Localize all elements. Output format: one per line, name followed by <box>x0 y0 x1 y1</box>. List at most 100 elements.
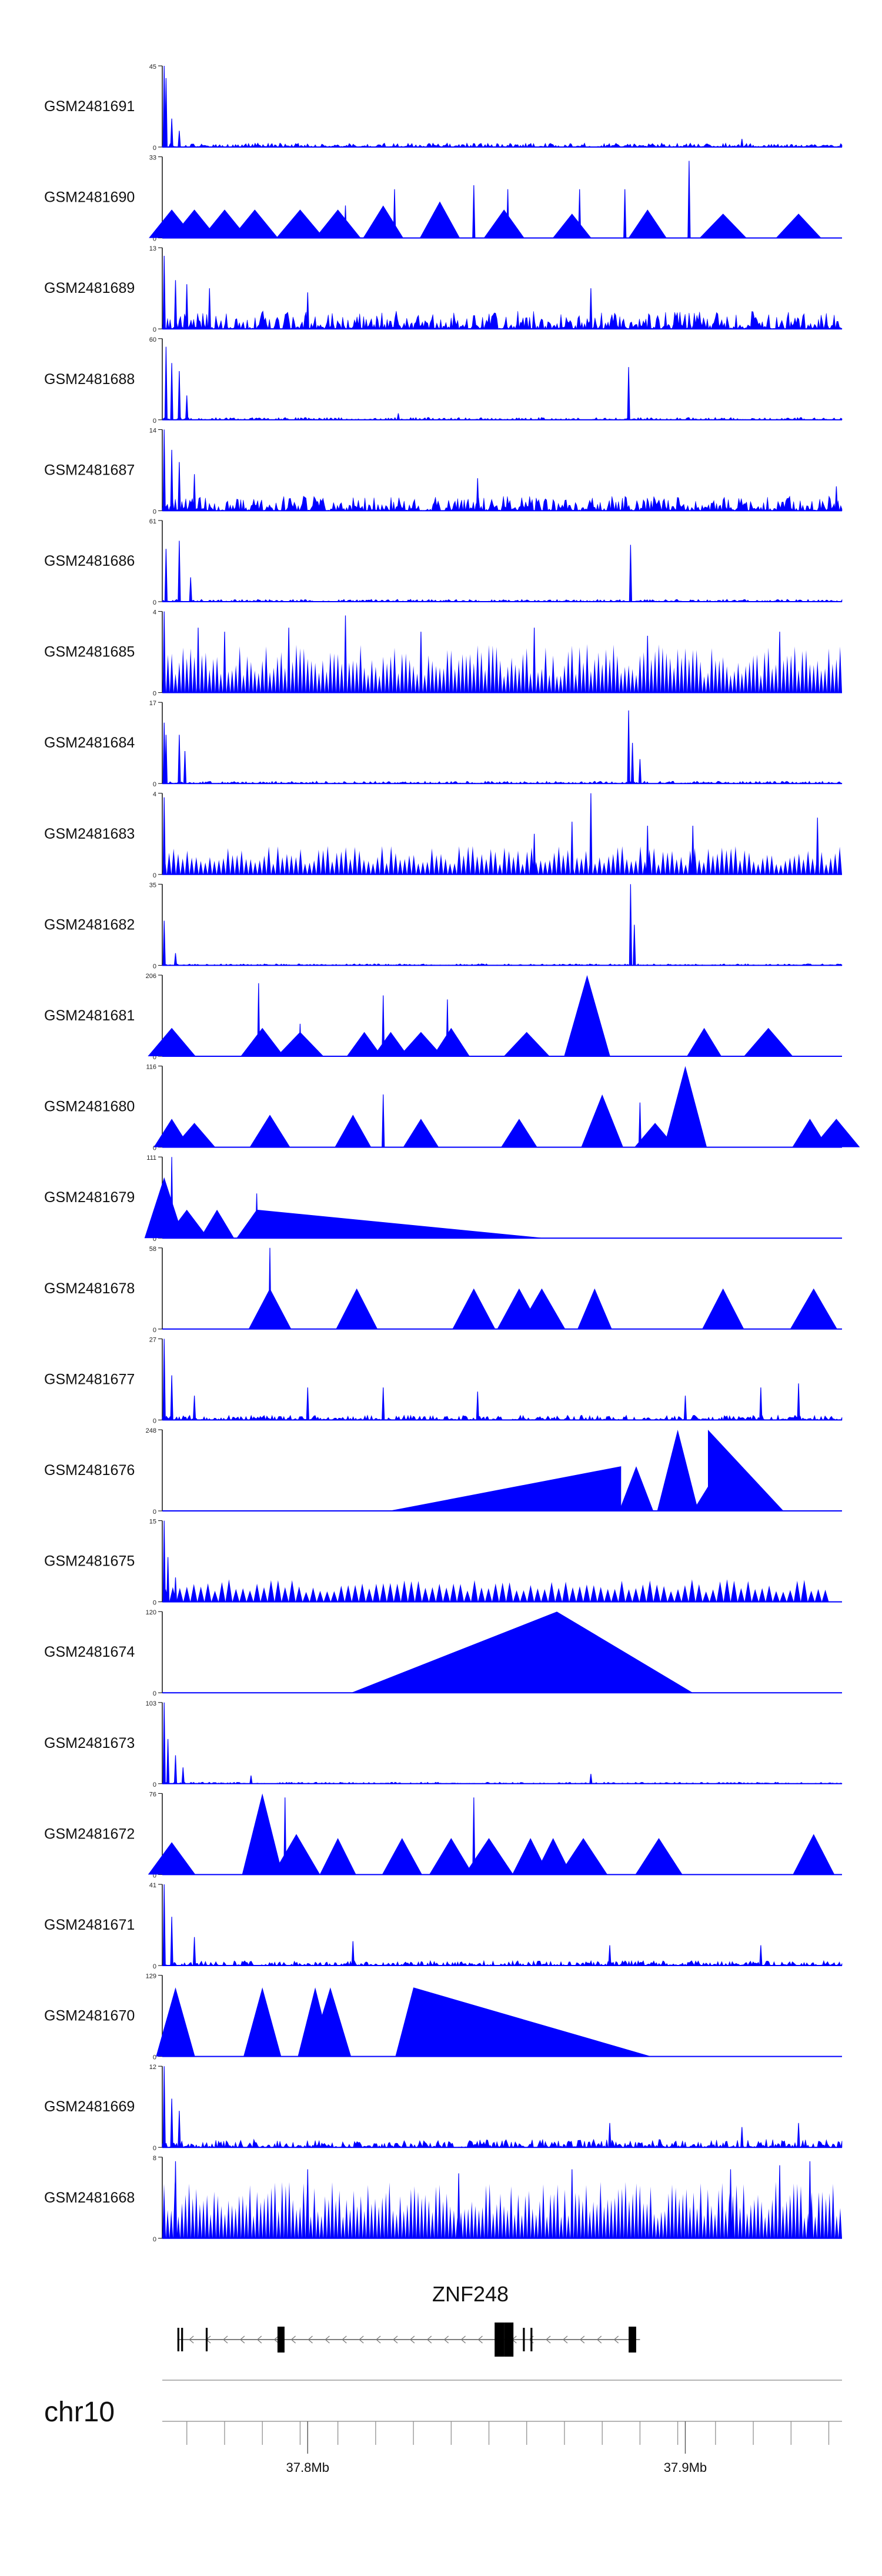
coverage-peak <box>702 1288 744 1329</box>
coverage-spike <box>249 1775 253 1784</box>
coverage-spike <box>170 363 173 421</box>
y-max-label: 76 <box>149 1791 156 1798</box>
strand-arrow <box>342 2335 347 2344</box>
coverage-spike <box>173 953 178 966</box>
coverage-spike <box>162 1702 166 1784</box>
y-max-label: 27 <box>149 1336 156 1343</box>
track: GSM2481677 27 0 <box>44 1336 843 1424</box>
coverage-spike <box>306 292 309 329</box>
coverage-spike <box>162 429 166 511</box>
coverage-spike <box>162 797 166 875</box>
track: GSM2481673 103 0 <box>44 1700 843 1788</box>
track-label: GSM2481679 <box>44 1189 135 1206</box>
coverage-spike <box>178 371 181 421</box>
coverage-spike <box>162 2066 166 2148</box>
y-min-label: 0 <box>153 2145 156 2152</box>
y-max-label: 17 <box>149 700 156 707</box>
coverage-spike <box>164 549 168 602</box>
strand-arrow <box>443 2335 449 2344</box>
strand-arrow <box>477 2335 483 2344</box>
track: GSM2481684 17 0 <box>44 700 843 788</box>
coverage-peak <box>201 209 248 238</box>
track: GSM2481678 58 0 <box>44 1246 842 1334</box>
track-label: GSM2481676 <box>44 1462 135 1479</box>
coverage-spike <box>740 2127 744 2148</box>
track-label: GSM2481688 <box>44 371 135 388</box>
y-min-label: 0 <box>153 418 156 425</box>
coverage-spike <box>192 1937 196 1966</box>
coverage-spike <box>638 1102 642 1148</box>
coverage-peak <box>242 1793 283 1875</box>
y-max-label: 61 <box>149 518 156 525</box>
coverage-spike <box>170 2098 173 2148</box>
coverage-spike <box>306 1387 309 1420</box>
coverage-spike <box>189 577 192 602</box>
track-label: GSM2481682 <box>44 916 135 933</box>
track-label: GSM2481686 <box>44 553 135 569</box>
y-min-label: 0 <box>153 1509 156 1516</box>
strand-arrow <box>393 2335 398 2344</box>
gene-track: ZNF248 <box>177 2282 640 2357</box>
coverage-spike <box>797 2123 800 2148</box>
coverage-spike <box>729 2169 733 2239</box>
coverage-spike <box>627 367 630 421</box>
coverage-area <box>162 1960 843 1967</box>
y-max-label: 103 <box>146 1700 156 1707</box>
y-max-label: 12 <box>149 2064 156 2071</box>
coverage-spike <box>162 1339 166 1420</box>
track-label: GSM2481684 <box>44 735 135 751</box>
coverage-spike <box>166 1739 170 1784</box>
coverage-peak <box>249 1115 290 1147</box>
y-max-label: 35 <box>149 882 156 889</box>
coverage-spike <box>185 284 189 329</box>
coverage-peak <box>699 213 747 238</box>
coverage-spike <box>351 1941 355 1966</box>
y-min-label: 0 <box>153 1054 156 1061</box>
coverage-peak <box>813 1119 860 1147</box>
coverage-peak <box>483 209 524 238</box>
strand-arrow <box>325 2335 330 2344</box>
track-label: GSM2481669 <box>44 2098 135 2115</box>
track-label: GSM2481681 <box>44 1007 135 1024</box>
track-label: GSM2481685 <box>44 644 135 660</box>
y-max-label: 14 <box>149 427 156 434</box>
coverage-spike <box>472 1797 476 1875</box>
coverage-spike <box>608 1945 612 1966</box>
y-max-label: 58 <box>149 1246 156 1253</box>
coverage-area <box>162 780 843 784</box>
gene-exon <box>495 2323 505 2357</box>
coverage-spike <box>192 474 196 511</box>
coverage-peak <box>315 209 361 238</box>
coverage-peak <box>657 1430 699 1511</box>
coverage-spike <box>170 1157 173 1239</box>
coverage-spike <box>164 346 168 421</box>
track: GSM2481691 45 0 <box>44 64 843 152</box>
coverage-spike <box>759 1387 763 1420</box>
coverage-spike <box>638 759 642 784</box>
coverage-spike <box>476 1392 479 1420</box>
coverage-spike <box>382 995 385 1057</box>
track-label: GSM2481687 <box>44 462 135 478</box>
track-label: GSM2481677 <box>44 1371 135 1387</box>
coverage-area <box>162 846 842 875</box>
coverage-peak <box>346 1032 382 1056</box>
track-label: GSM2481691 <box>44 98 135 115</box>
y-max-label: 8 <box>153 2155 156 2162</box>
coverage-spike <box>506 189 510 239</box>
coverage-spike <box>257 983 260 1057</box>
coverage-ramp <box>413 1987 652 2057</box>
strand-arrow <box>273 2335 279 2344</box>
y-max-label: 60 <box>149 336 156 343</box>
coverage-spike <box>646 635 649 693</box>
y-max-label: 120 <box>146 1609 156 1616</box>
track: GSM2481670 129 0 <box>44 1973 842 2061</box>
coverage-peak <box>399 1032 443 1056</box>
gene-exon <box>205 2328 208 2351</box>
coverage-ramp <box>389 1466 622 1511</box>
coverage-spike <box>170 449 173 511</box>
coverage-spike <box>419 632 423 693</box>
coverage-area <box>162 2138 843 2148</box>
coverage-spike <box>382 1094 385 1148</box>
coverage-spike <box>393 189 396 239</box>
coverage-spike <box>192 1395 196 1420</box>
